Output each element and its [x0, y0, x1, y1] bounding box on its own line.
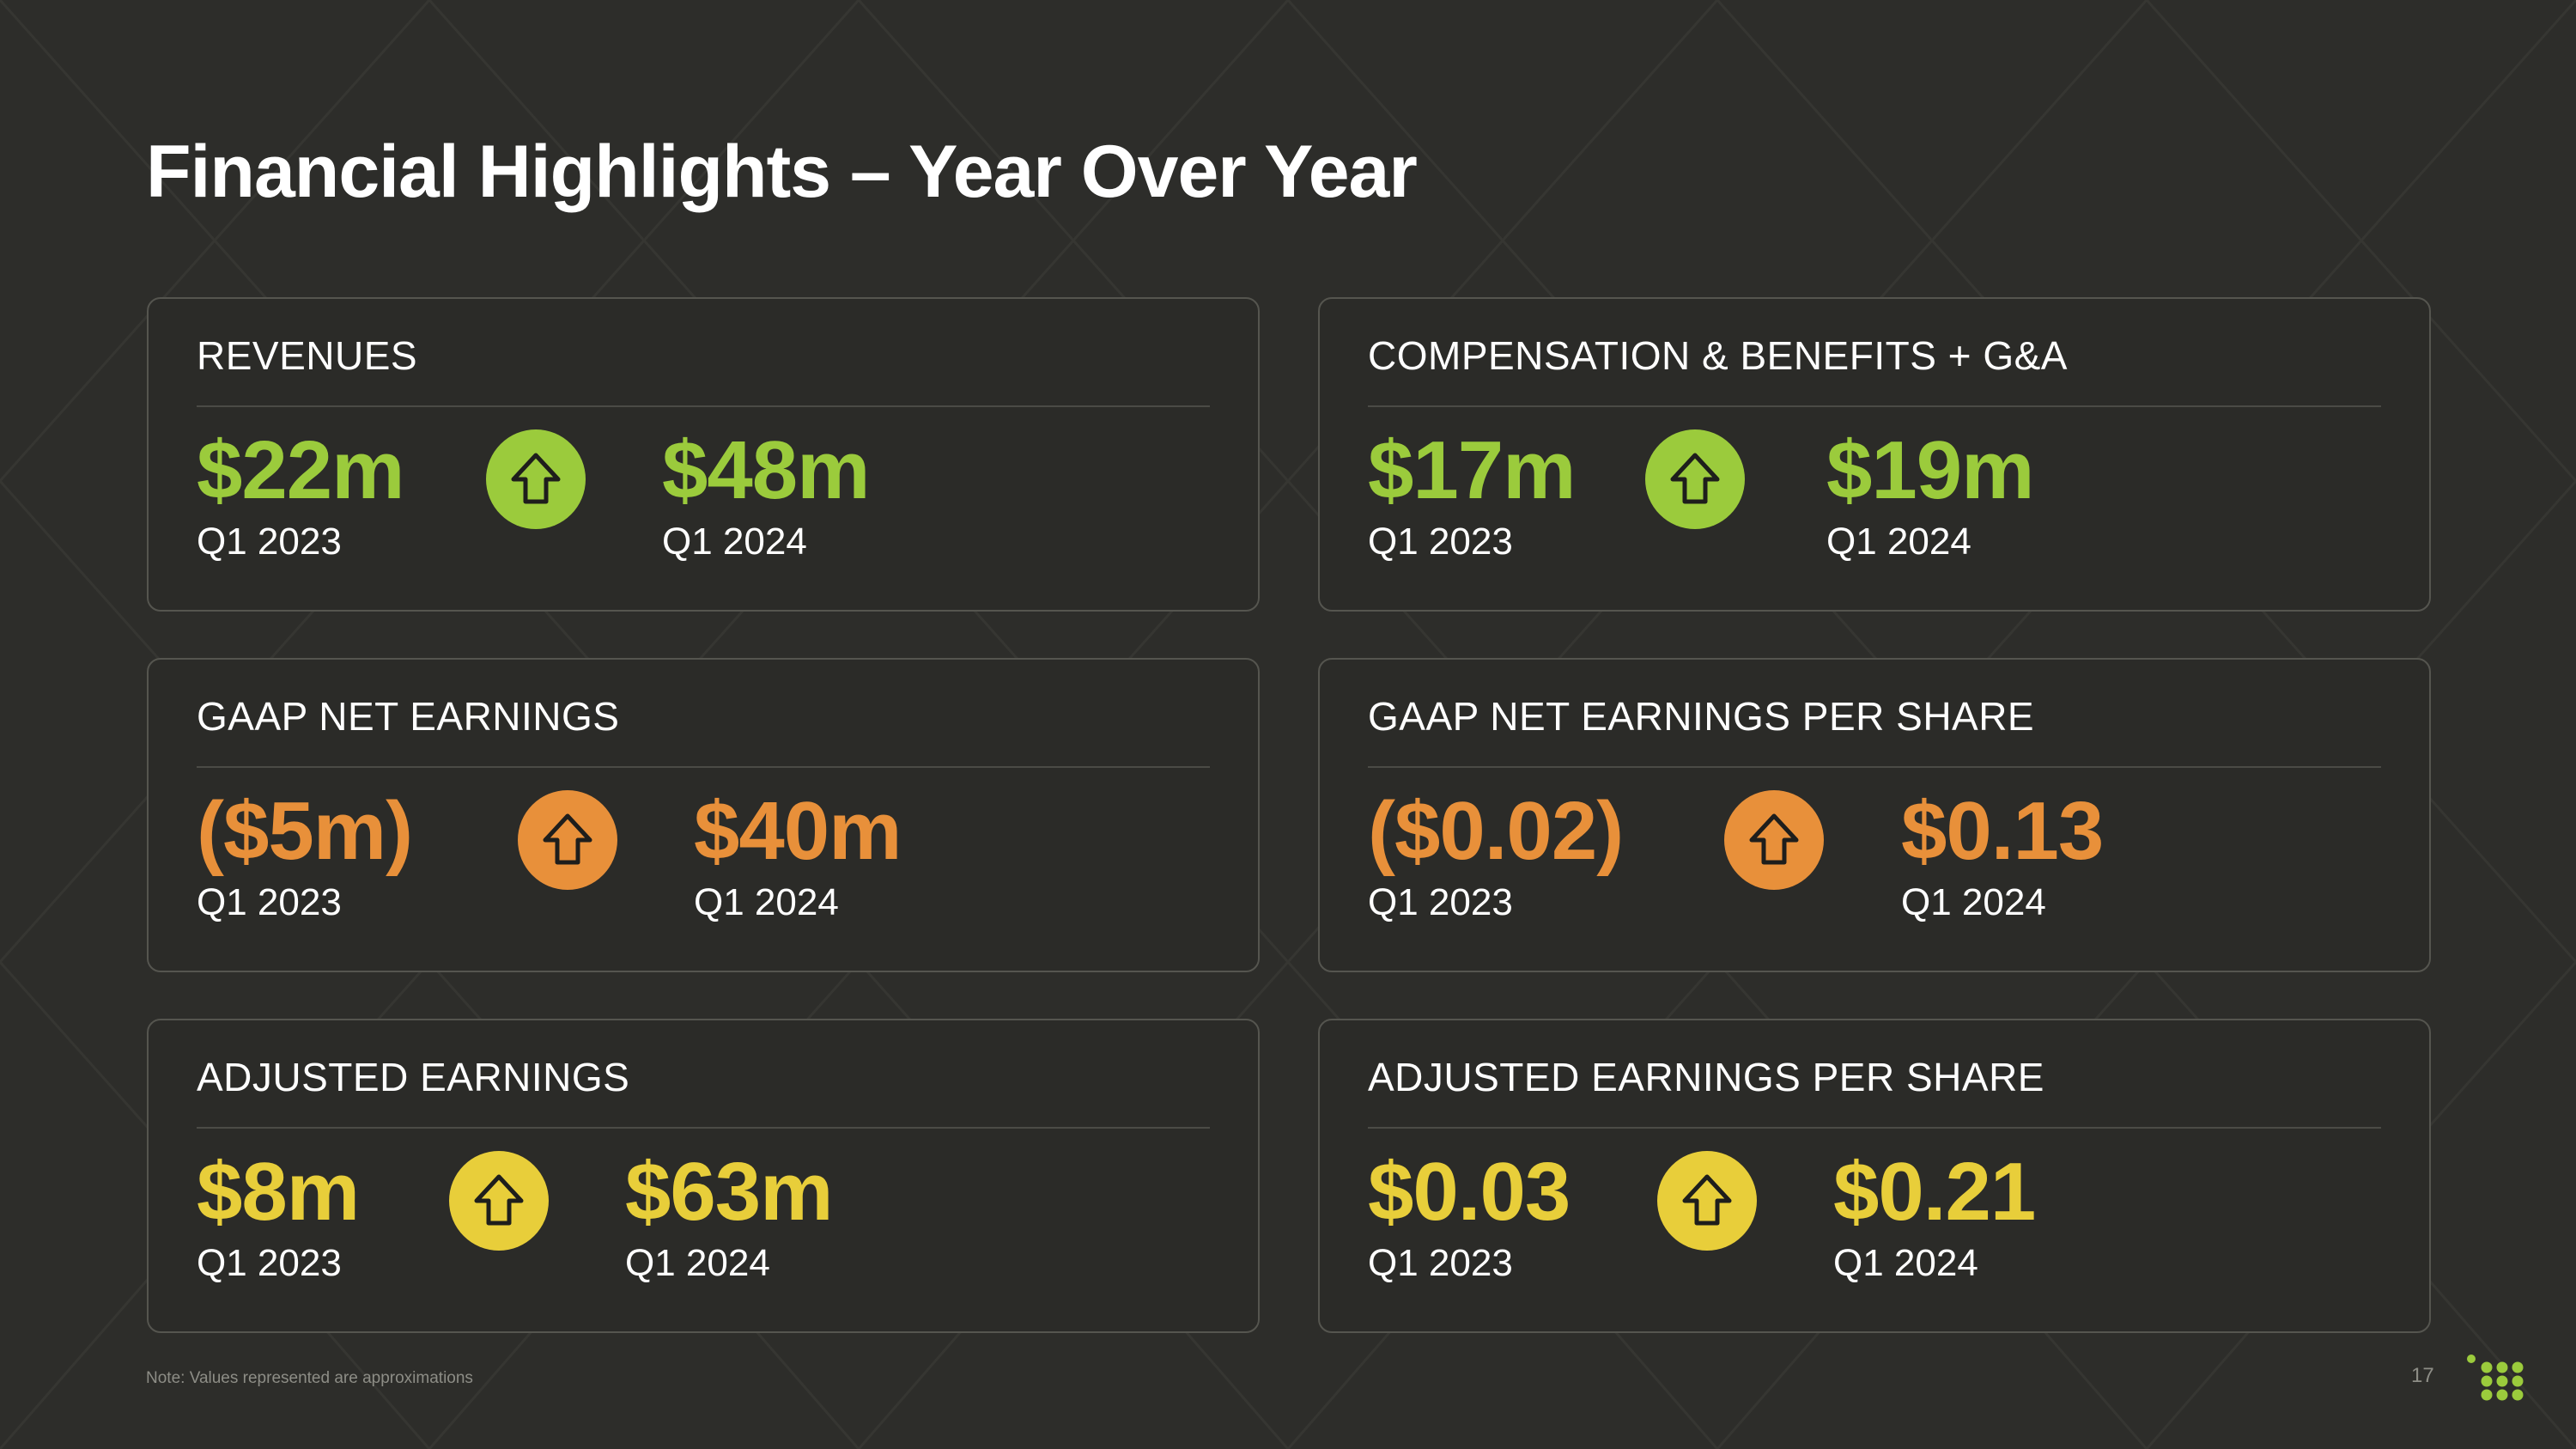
before-value: ($0.02) — [1368, 785, 1624, 877]
card-divider — [197, 1127, 1210, 1129]
after-value: $40m — [694, 785, 902, 877]
gaap-eps-card: GAAP NET EARNINGS PER SHARE ($0.02) Q1 2… — [1318, 658, 2431, 972]
card-label: ADJUSTED EARNINGS — [197, 1055, 630, 1099]
adjusted-eps-card: ADJUSTED EARNINGS PER SHARE $0.03 Q1 202… — [1318, 1019, 2431, 1333]
card-divider — [1368, 766, 2381, 768]
arrow-up-icon — [1657, 1151, 1757, 1251]
after-period: Q1 2024 — [625, 1242, 770, 1284]
footnote: Note: Values represented are approximati… — [146, 1369, 473, 1387]
before-period: Q1 2023 — [1368, 521, 1513, 563]
compensation-card: COMPENSATION & BENEFITS + G&A $17m Q1 20… — [1318, 297, 2431, 612]
page-number: 17 — [2411, 1364, 2434, 1387]
after-value: $0.21 — [1833, 1146, 2036, 1238]
card-divider — [1368, 405, 2381, 407]
card-label: ADJUSTED EARNINGS PER SHARE — [1368, 1055, 2044, 1099]
revenues-card: REVENUES $22m Q1 2023 $48m Q1 2024 — [147, 297, 1260, 612]
card-divider — [197, 766, 1210, 768]
card-label: REVENUES — [197, 333, 418, 378]
after-period: Q1 2024 — [694, 881, 839, 923]
arrow-up-icon — [486, 429, 586, 529]
after-value: $0.13 — [1901, 785, 2104, 877]
card-label: GAAP NET EARNINGS PER SHARE — [1368, 694, 2035, 739]
after-period: Q1 2024 — [662, 521, 807, 563]
after-value: $63m — [625, 1146, 834, 1238]
before-value: $22m — [197, 424, 405, 516]
after-period: Q1 2024 — [1826, 521, 1971, 563]
gaap-net-earnings-card: GAAP NET EARNINGS ($5m) Q1 2023 $40m Q1 … — [147, 658, 1260, 972]
before-period: Q1 2023 — [197, 521, 342, 563]
page-title: Financial Highlights – Year Over Year — [146, 131, 1418, 213]
after-period: Q1 2024 — [1901, 881, 2046, 923]
before-value: $17m — [1368, 424, 1577, 516]
before-value: ($5m) — [197, 785, 413, 877]
before-period: Q1 2023 — [197, 1242, 342, 1284]
before-value: $0.03 — [1368, 1146, 1571, 1238]
arrow-up-icon — [1645, 429, 1745, 529]
adjusted-earnings-card: ADJUSTED EARNINGS $8m Q1 2023 $63m Q1 20… — [147, 1019, 1260, 1333]
before-period: Q1 2023 — [197, 881, 342, 923]
card-divider — [1368, 1127, 2381, 1129]
after-period: Q1 2024 — [1833, 1242, 1978, 1284]
before-period: Q1 2023 — [1368, 881, 1513, 923]
after-value: $48m — [662, 424, 871, 516]
before-value: $8m — [197, 1146, 360, 1238]
card-label: COMPENSATION & BENEFITS + G&A — [1368, 333, 2068, 378]
arrow-up-icon — [449, 1151, 549, 1251]
dot-grid-logo-icon — [2467, 1355, 2524, 1401]
card-label: GAAP NET EARNINGS — [197, 694, 620, 739]
before-period: Q1 2023 — [1368, 1242, 1513, 1284]
card-divider — [197, 405, 1210, 407]
arrow-up-icon — [518, 790, 617, 890]
after-value: $19m — [1826, 424, 2035, 516]
arrow-up-icon — [1724, 790, 1824, 890]
